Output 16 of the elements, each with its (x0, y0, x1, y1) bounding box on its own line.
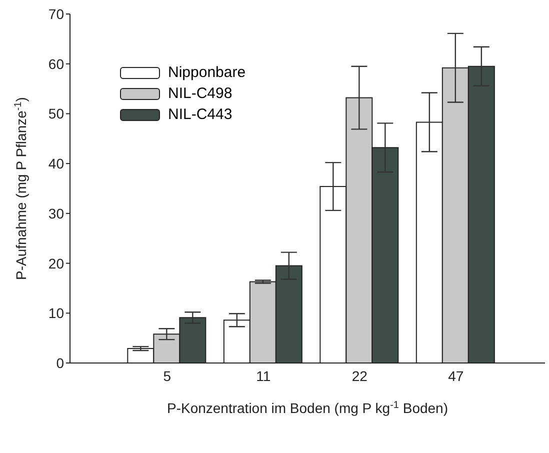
y-tick-label: 20 (48, 255, 64, 272)
x-tick-label: 11 (256, 368, 271, 384)
x-tick-label: 22 (352, 368, 368, 384)
legend-label: NIL-C498 (168, 85, 232, 102)
x-axis-title: P-Konzentration im Boden (mg P kg$^{-1}$ Boden) (166, 400, 448, 416)
legend-label: Nipponbare (168, 64, 246, 81)
legend-label: NIL-C443 (168, 106, 232, 123)
y-tick-label: 30 (48, 205, 64, 222)
y-tick-label: 0 (56, 354, 64, 371)
y-tick-label: 50 (48, 106, 64, 122)
x-tick-label: 5 (163, 368, 172, 384)
y-tick-label: 40 (48, 156, 64, 172)
y-tick-label: 70 (48, 6, 64, 22)
y-tick-label: 60 (48, 56, 64, 72)
x-tick-label: 47 (448, 368, 464, 384)
y-tick-label: 10 (48, 305, 64, 322)
